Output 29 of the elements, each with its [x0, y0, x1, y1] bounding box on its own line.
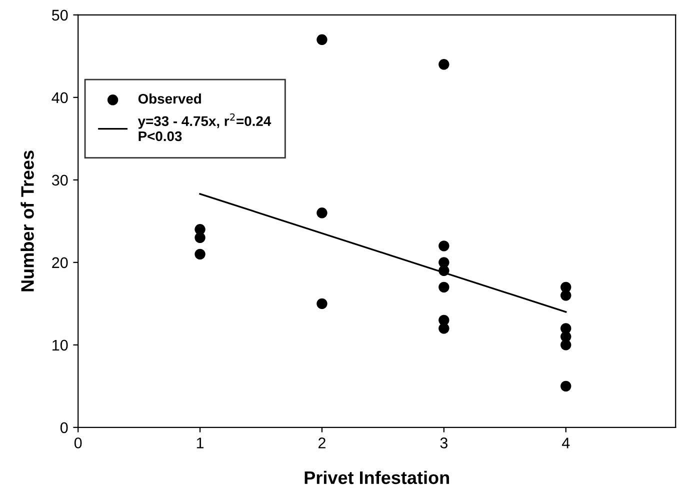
x-axis-title: Privet Infestation: [304, 470, 449, 484]
point: [316, 34, 328, 46]
point: [194, 248, 206, 260]
point: [194, 224, 206, 235]
y-tick-label: 40: [52, 92, 68, 104]
x-tick-label: 1: [196, 438, 204, 448]
x-tick-label: 0: [74, 438, 82, 448]
y-tick-label: 20: [52, 257, 68, 268]
text: y=33 - 4.75x, r$^{2}$=0.24 P<0.03: [138, 113, 272, 142]
y-tick-label: 50: [52, 10, 68, 21]
point: [438, 59, 450, 70]
point: [560, 380, 572, 392]
point: [438, 282, 450, 293]
point: [194, 232, 206, 244]
y-tick-label: 30: [52, 174, 68, 186]
y-axis-title: Number of Trees: [20, 150, 34, 292]
point: [438, 323, 450, 334]
x-tick-label: 4: [562, 438, 570, 448]
point: [438, 265, 450, 276]
point: [438, 240, 450, 252]
point: [316, 208, 328, 218]
y-tick-label: 0: [60, 422, 68, 434]
x-tick-label: 3: [440, 438, 448, 448]
y-tick-label: 10: [52, 340, 68, 351]
legend-label: Observed: [138, 93, 201, 104]
point: [560, 290, 572, 301]
point: [316, 298, 328, 310]
x-tick-label: 2: [318, 438, 326, 448]
point: [560, 340, 572, 350]
